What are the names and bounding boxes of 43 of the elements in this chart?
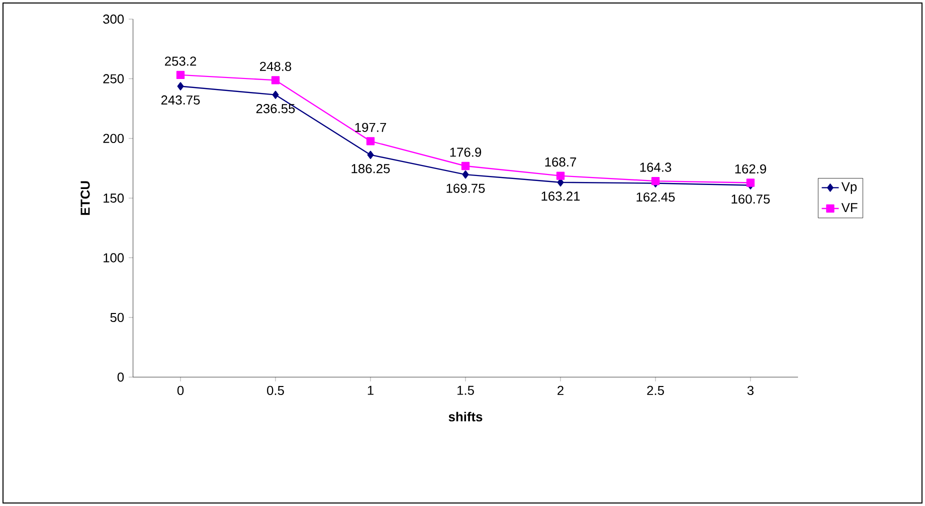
point xyxy=(746,178,755,187)
y-tick-label: 100 xyxy=(104,253,124,262)
y-tick-label: 300 xyxy=(103,14,124,24)
x-tick-label: 1.5 xyxy=(457,386,474,395)
x-tick-label: 2 xyxy=(558,386,564,395)
point xyxy=(461,162,470,170)
x-tick-label: 0 xyxy=(177,386,184,396)
y-tick-label: 0 xyxy=(118,372,124,382)
data-label: 160.75 xyxy=(732,194,770,204)
data-label: 243.75 xyxy=(161,95,200,105)
data-label: 169.75 xyxy=(446,184,485,193)
point xyxy=(651,176,660,186)
y-axis-title: ETCU xyxy=(80,181,90,215)
data-label: 248.8 xyxy=(260,62,292,72)
y-tick-label: 250 xyxy=(103,74,124,84)
x-tick-label: 2.5 xyxy=(647,386,664,396)
point xyxy=(367,150,374,159)
y-tick-label: 50 xyxy=(110,312,124,322)
data-label: 163.21 xyxy=(542,192,580,201)
point xyxy=(556,172,565,180)
x-tick-label: 3 xyxy=(747,386,754,396)
x-tick-label: 0.5 xyxy=(267,386,284,396)
y-tick-label: 200 xyxy=(103,134,124,144)
data-label: 168.7 xyxy=(545,157,576,167)
data-label: 186.25 xyxy=(352,164,390,174)
data-label: 236.55 xyxy=(256,104,295,114)
data-label: 164.3 xyxy=(640,162,672,172)
data-label: 162.9 xyxy=(735,164,766,174)
point xyxy=(462,170,469,179)
x-axis-title: shifts xyxy=(448,412,482,422)
x-tick-label: 1 xyxy=(368,386,374,395)
point xyxy=(272,90,279,99)
point xyxy=(177,82,184,90)
point xyxy=(366,137,375,146)
data-label: 253.2 xyxy=(164,56,196,66)
legend-label: VF xyxy=(841,203,858,212)
data-label: 197.7 xyxy=(355,122,386,132)
data-label: 176.9 xyxy=(450,148,482,157)
legend-label: Vp xyxy=(841,182,857,194)
data-label: 162.45 xyxy=(636,192,675,202)
y-tick-label: 150 xyxy=(104,194,124,203)
point xyxy=(271,76,280,84)
point xyxy=(176,70,185,80)
